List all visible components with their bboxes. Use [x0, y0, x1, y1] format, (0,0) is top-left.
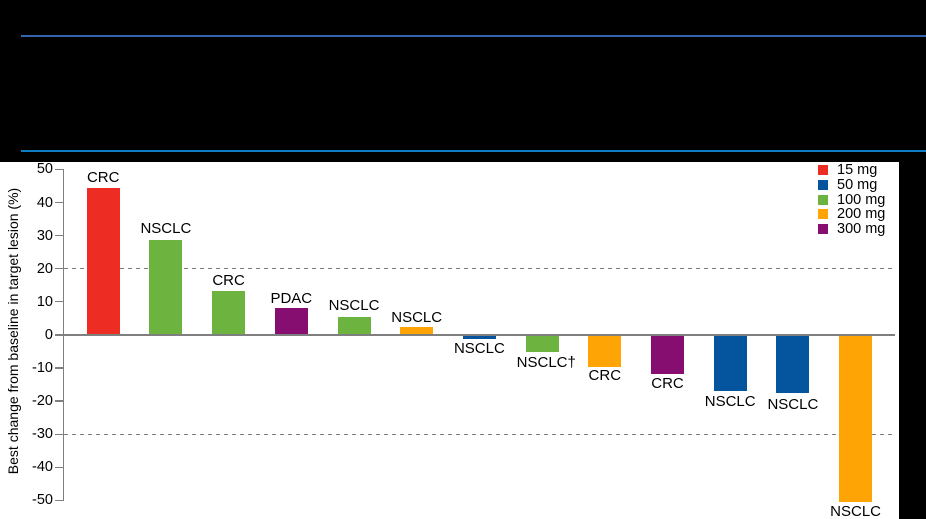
y-tick-label-50: 50 [36, 161, 53, 178]
bar-6-NSCLC-200mg [400, 326, 434, 335]
legend-swatch-100mg [818, 194, 828, 205]
y-tick--10 [55, 367, 63, 369]
bar-10-CRC-300mg [651, 334, 684, 374]
legend-item-300mg: 300 mg [818, 222, 885, 237]
legend-swatch-200mg [818, 209, 828, 220]
bar-label-10: CRC [651, 375, 684, 393]
y-tick-label-10: 10 [36, 293, 53, 310]
bar-label-7: NSCLC [453, 340, 505, 358]
y-tick-20 [55, 268, 63, 270]
bar-label-8: NSCLC † [516, 354, 576, 372]
y-tick-label-0: 0 [44, 326, 53, 343]
y-tick-label-40: 40 [36, 194, 53, 211]
legend-label-200mg: 200 mg [837, 206, 886, 223]
banner-rule-bottom [21, 149, 926, 152]
y-tick--20 [55, 400, 63, 402]
legend-item-15mg: 15 mg [818, 162, 885, 177]
bar-4-PDAC-300mg [274, 307, 308, 335]
top-banner [0, 0, 926, 162]
bar-8-NSCLC-100mg [525, 334, 559, 352]
reference-line-20 [64, 268, 896, 270]
bar-label-13: NSCLC [830, 503, 882, 519]
y-tick-label-20: 20 [36, 260, 53, 277]
bar-label-4: PDAC [270, 290, 313, 308]
bar-label-9: CRC [588, 366, 622, 384]
y-tick-label--20: -20 [32, 393, 53, 410]
y-tick-label-30: 30 [36, 227, 53, 244]
y-tick--30 [55, 433, 63, 435]
legend-swatch-15mg [818, 164, 828, 175]
y-tick-10 [55, 301, 63, 303]
bar-7-NSCLC-50mg [462, 334, 496, 339]
bar-label-2: NSCLC [140, 220, 192, 238]
legend-swatch-300mg [818, 224, 828, 235]
legend-item-100mg: 100 mg [818, 192, 885, 207]
bar-11-NSCLC-50mg [713, 334, 747, 391]
legend-label-50mg: 50 mg [837, 176, 878, 193]
bar-label-1: CRC [86, 168, 120, 186]
waterfall-chart: Best change from baseline in target lesi… [0, 161, 899, 519]
bar-9-CRC-200mg [588, 334, 622, 367]
y-tick--40 [55, 466, 63, 468]
y-tick-50 [55, 168, 63, 171]
y-tick-label--50: -50 [32, 492, 53, 509]
legend: 15 mg 50 mg 100 mg 200 mg 300 mg [818, 162, 885, 236]
legend-label-300mg: 300 mg [837, 221, 886, 238]
y-tick--50 [55, 499, 63, 502]
y-tick-40 [55, 201, 63, 204]
y-tick-0 [55, 334, 63, 336]
bar-5-NSCLC-100mg [337, 317, 371, 335]
legend-label-100mg: 100 mg [837, 191, 886, 208]
bar-13-NSCLC-200mg [839, 334, 873, 503]
bar-2-NSCLC-100mg [149, 240, 183, 335]
bar-12-NSCLC-50mg [776, 334, 810, 394]
y-tick-label--40: -40 [32, 459, 53, 476]
legend-label-15mg: 15 mg [837, 161, 878, 178]
y-tick-label--10: -10 [32, 360, 53, 376]
y-tick-30 [55, 234, 63, 237]
bar-3-CRC-100mg [212, 290, 246, 335]
y-tick-label--30: -30 [32, 426, 53, 443]
bar-label-5: NSCLC [328, 296, 380, 314]
reference-line--30 [64, 433, 896, 435]
bar-1-CRC-15mg [86, 187, 120, 335]
legend-swatch-50mg [818, 179, 828, 190]
bar-label-3: CRC [212, 272, 245, 290]
right-black-strip [899, 162, 926, 519]
zero-line [62, 334, 896, 336]
bar-label-12: NSCLC [767, 395, 819, 413]
legend-item-50mg: 50 mg [818, 177, 885, 192]
bar-label-6: NSCLC [391, 308, 443, 326]
bar-label-11: NSCLC [704, 393, 756, 411]
legend-item-200mg: 200 mg [818, 207, 885, 222]
banner-rule-top [21, 35, 926, 37]
